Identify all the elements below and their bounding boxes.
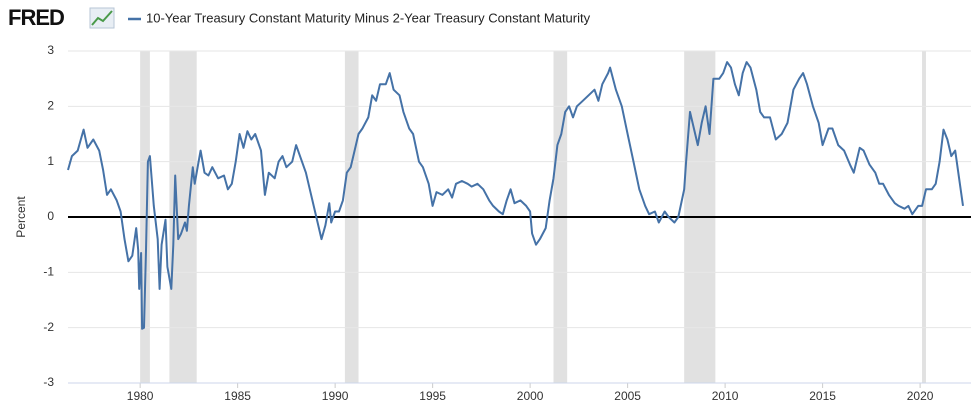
x-tick-label: 2000: [517, 389, 544, 403]
x-tick-label: 2020: [907, 389, 934, 403]
y-tick-label: -2: [43, 320, 54, 334]
y-tick-label: 3: [47, 43, 54, 57]
x-tick-label: 2015: [809, 389, 836, 403]
x-tick-label: 1990: [322, 389, 349, 403]
x-tick-label: 1995: [419, 389, 446, 403]
y-tick-label: 0: [47, 209, 54, 223]
x-tick-label: 2005: [614, 389, 641, 403]
logo: FRED: [8, 5, 64, 30]
series-line: [67, 61, 964, 330]
x-tick-label: 2010: [712, 389, 739, 403]
y-tick-label: -3: [43, 375, 54, 389]
x-tick-label: 1980: [127, 389, 154, 403]
logo-icon: [89, 7, 115, 29]
x-tick-label: 1985: [224, 389, 251, 403]
legend-label: 10-Year Treasury Constant Maturity Minus…: [146, 10, 591, 25]
y-tick-label: 2: [47, 99, 54, 113]
y-axis-label: Percent: [14, 196, 28, 238]
y-tick-label: 1: [47, 154, 54, 168]
y-tick-label: -1: [43, 265, 54, 279]
